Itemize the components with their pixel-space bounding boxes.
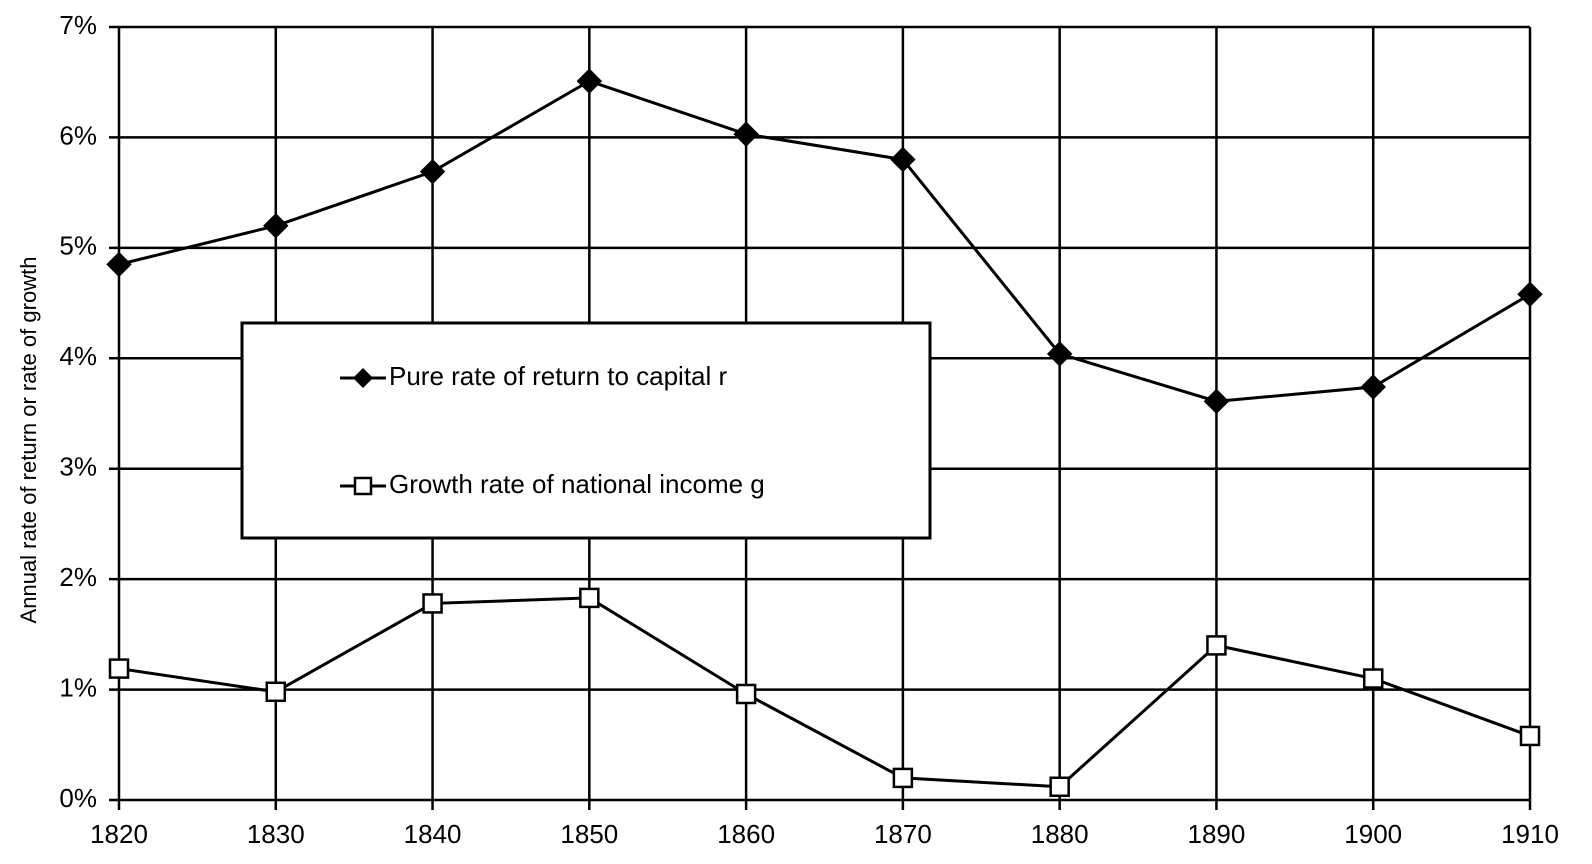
- data-point: [1206, 635, 1227, 656]
- data-point: [1517, 281, 1543, 307]
- data-point: [108, 658, 130, 679]
- series-line: [118, 79, 1531, 403]
- y-tick-label: 6%: [59, 120, 97, 150]
- y-tick-label: 2%: [59, 562, 97, 592]
- legend-box: [240, 321, 932, 540]
- x-tick-label: 1910: [1501, 819, 1559, 849]
- y-tick-label: 4%: [59, 341, 97, 371]
- data-point: [579, 587, 600, 609]
- legend-marker: [353, 476, 373, 496]
- x-tick-label: 1820: [90, 819, 148, 849]
- data-point: [1049, 776, 1070, 797]
- data-point: [419, 158, 446, 185]
- y-tick-label: 7%: [59, 10, 97, 40]
- x-tick-label: 1880: [1031, 819, 1089, 849]
- legend-marker: [353, 368, 373, 388]
- data-point: [892, 767, 914, 789]
- data-point: [1519, 725, 1541, 747]
- data-point: [422, 593, 443, 614]
- x-tick-label: 1850: [560, 819, 618, 849]
- x-tick-label: 1830: [247, 819, 305, 849]
- y-tick-label: 5%: [59, 231, 97, 261]
- legend-label: Pure rate of return to capital r: [389, 361, 728, 391]
- x-tick-label: 1900: [1344, 819, 1402, 849]
- y-axis-label: Annual rate of return or rate of growth: [16, 257, 41, 624]
- y-tick-label: 0%: [59, 783, 97, 813]
- x-tick-label: 1840: [404, 819, 462, 849]
- series-line: [118, 596, 1531, 789]
- data-point: [733, 121, 759, 147]
- data-point: [576, 68, 603, 94]
- x-tick-label: 1860: [717, 819, 775, 849]
- data-point: [1046, 341, 1073, 367]
- data-point: [735, 683, 757, 705]
- data-point: [890, 146, 916, 173]
- data-point: [1203, 388, 1230, 415]
- y-tick-label: 3%: [59, 452, 97, 482]
- data-point: [106, 251, 132, 278]
- legend-label: Growth rate of national income g: [389, 469, 765, 499]
- y-tick-label: 1%: [59, 672, 97, 702]
- data-point: [265, 681, 287, 703]
- data-point: [1360, 374, 1386, 400]
- data-point: [1362, 668, 1384, 689]
- x-tick-label: 1870: [874, 819, 932, 849]
- x-tick-label: 1890: [1188, 819, 1246, 849]
- data-point: [263, 213, 289, 239]
